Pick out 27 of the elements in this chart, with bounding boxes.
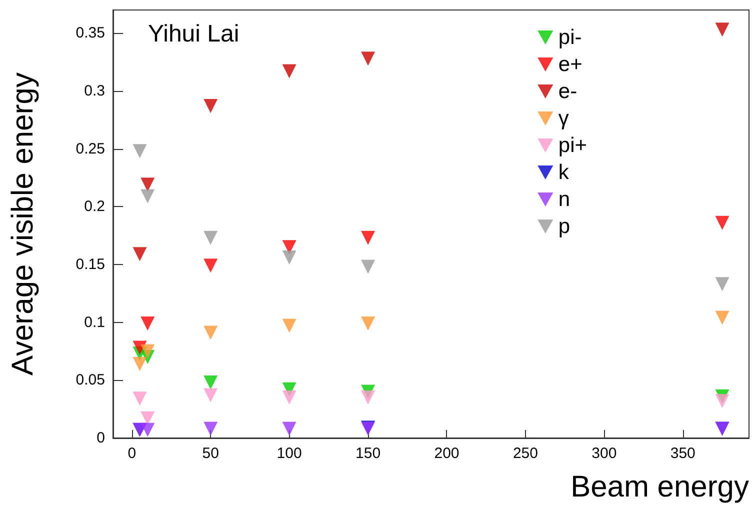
legend-label: γ bbox=[558, 107, 570, 130]
x-tick-label: 200 bbox=[434, 445, 460, 462]
x-tick-label: 250 bbox=[512, 445, 538, 462]
x-tick-label: 350 bbox=[670, 445, 696, 462]
y-tick-label: 0.2 bbox=[84, 198, 105, 216]
legend-label: k bbox=[558, 161, 570, 184]
legend-label: e+ bbox=[558, 53, 582, 76]
y-tick-label: 0.1 bbox=[84, 314, 105, 331]
y-tick-label: 0 bbox=[96, 430, 105, 446]
legend-label: n bbox=[558, 188, 570, 211]
x-tick-label: 0 bbox=[128, 445, 136, 462]
annotation: Yihui Lai bbox=[148, 20, 240, 48]
y-tick-label: 0.25 bbox=[76, 140, 105, 158]
y-tick-label: 0.05 bbox=[76, 372, 105, 389]
legend-label: p bbox=[558, 215, 570, 238]
x-tick-label: 100 bbox=[276, 445, 302, 462]
legend-label: e- bbox=[558, 80, 578, 103]
y-tick-label: 0.3 bbox=[84, 82, 105, 100]
x-tick-label: 50 bbox=[202, 445, 219, 462]
y-tick-label: 0.15 bbox=[76, 256, 105, 273]
x-tick-label: 150 bbox=[356, 445, 381, 462]
x-tick-label: 300 bbox=[592, 445, 617, 462]
legend-label: pi- bbox=[558, 26, 582, 49]
y-axis-title: Average visible energy bbox=[6, 72, 40, 376]
y-tick-label: 0.35 bbox=[76, 24, 105, 42]
legend-label: pi+ bbox=[558, 134, 587, 157]
x-axis-title: Beam energy bbox=[570, 470, 749, 504]
